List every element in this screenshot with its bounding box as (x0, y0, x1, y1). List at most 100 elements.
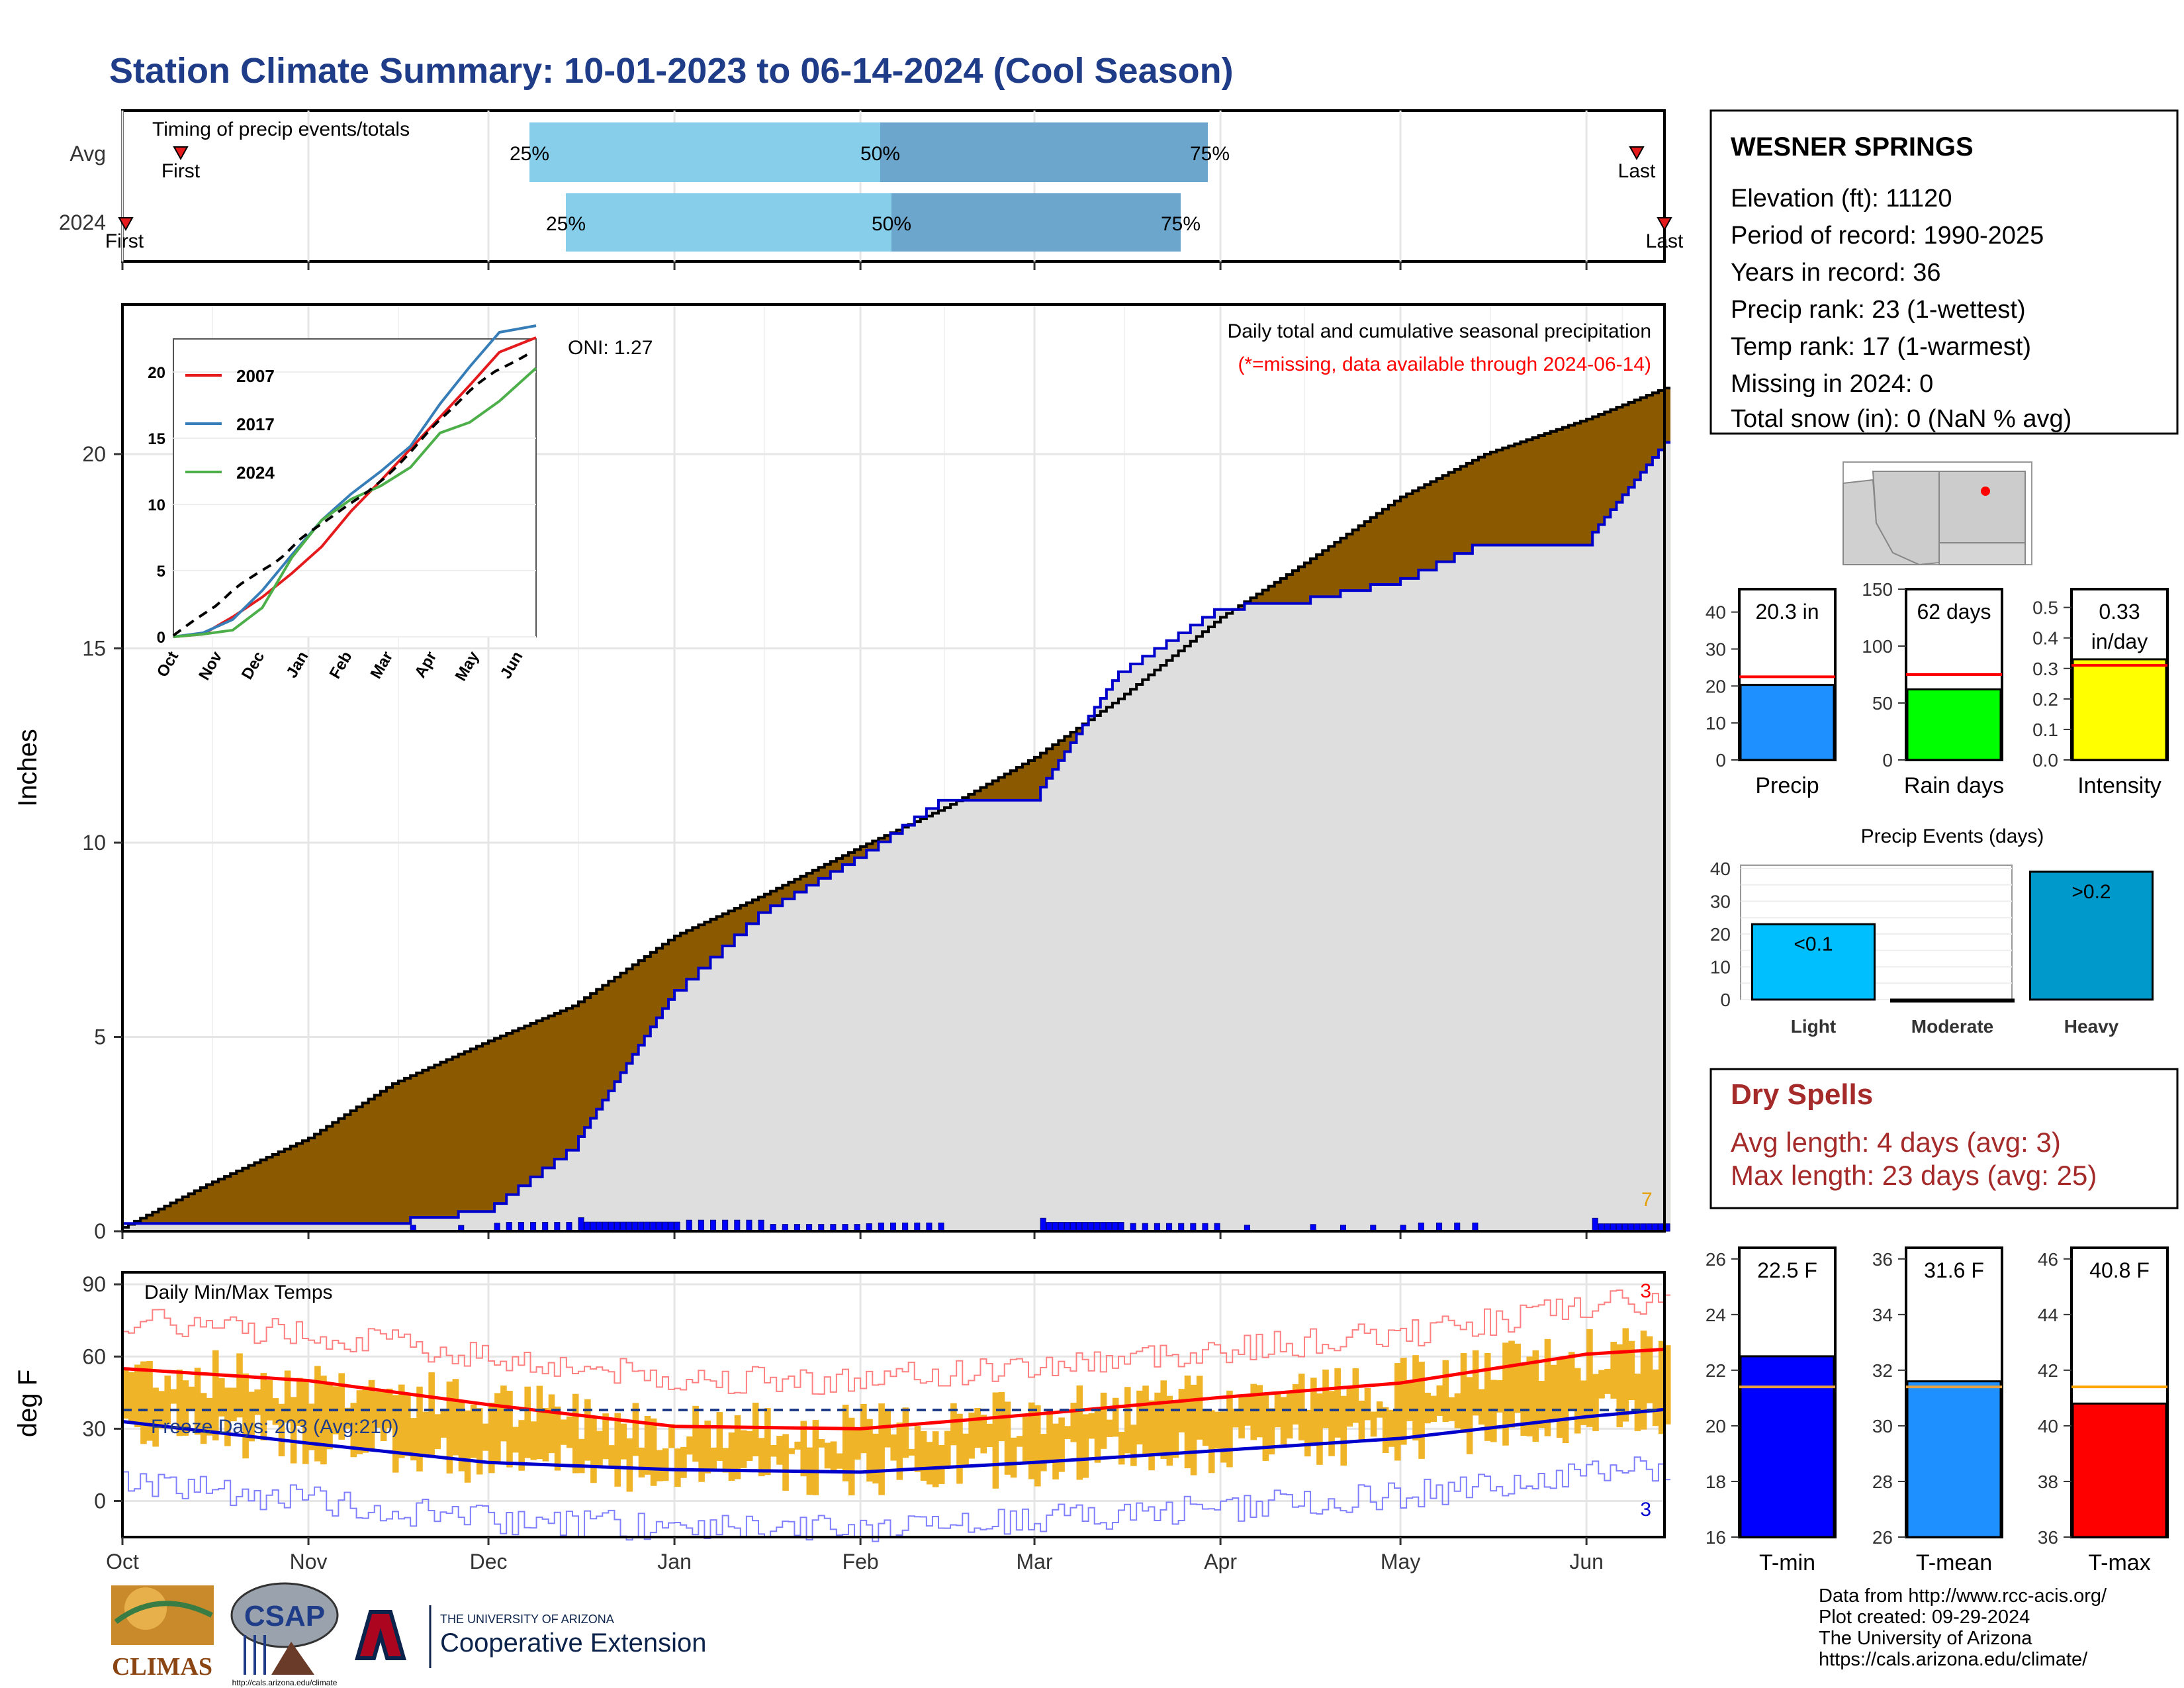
tmean-box-tick: 32 (1872, 1360, 1893, 1381)
daily-precip-bar (590, 1221, 596, 1232)
daily-temp-bar (632, 1403, 639, 1456)
tmax-box-label: T-max (2088, 1550, 2150, 1575)
daily-temp-bar (848, 1417, 855, 1495)
daily-temp-bar (350, 1403, 357, 1458)
footer-line-3: The University of Arizona (1819, 1628, 2032, 1649)
daily-temp-bar (1010, 1437, 1017, 1478)
record-max-line (122, 1289, 1671, 1395)
rain-days-box: 0 50 100 150 62 days Rain days (1862, 579, 2004, 798)
daily-temp-bar (1628, 1340, 1635, 1401)
daily-temp-bar (1466, 1377, 1473, 1454)
daily-temp-bar (1004, 1401, 1011, 1475)
daily-temp-bar (368, 1380, 375, 1450)
daily-temp-bar (164, 1376, 171, 1425)
daily-temp-bar (1460, 1353, 1467, 1433)
precip-ytick: 10 (82, 831, 106, 855)
daily-temp-bar (1418, 1362, 1425, 1459)
daily-temp-bar (1658, 1340, 1665, 1434)
y2024-p25: 25% (546, 213, 586, 235)
daily-temp-bar (188, 1386, 195, 1411)
daily-temp-bar (920, 1431, 927, 1481)
dry-spells-avg: Avg length: 4 days (avg: 3) (1731, 1127, 2061, 1158)
daily-temp-bar (1322, 1369, 1329, 1429)
daily-temp-bar (272, 1398, 279, 1425)
daily-temp-bar (1526, 1356, 1533, 1436)
precip-ylabel: Inches (13, 729, 42, 807)
daily-temp-bar (668, 1424, 675, 1448)
daily-precip-bar (662, 1221, 668, 1232)
daily-temp-bar (1520, 1364, 1527, 1436)
inset-ytick: 0 (157, 629, 165, 647)
tmean-box-value-bar (1906, 1380, 2002, 1538)
x-tick-nov: Nov (290, 1550, 328, 1573)
daily-temp-bar (710, 1447, 717, 1471)
daily-temp-bar (1232, 1408, 1239, 1428)
daily-temp-bar (1562, 1358, 1569, 1444)
daily-precip-bar (529, 1222, 537, 1232)
daily-temp-bar (1616, 1344, 1623, 1428)
station-line-2: Period of record: 1990-2025 (1731, 222, 2044, 250)
precip-count: 7 (1641, 1189, 1653, 1211)
precip-total-box-value-text: 20.3 in (1755, 600, 1819, 624)
temp-label: Daily Min/Max Temps (144, 1282, 333, 1303)
daily-temp-bar (470, 1404, 477, 1458)
tmax-box-tick: 46 (2038, 1249, 2058, 1270)
inset-ytick: 5 (157, 563, 165, 581)
avg-early-band (529, 122, 880, 182)
page-title: Station Climate Summary: 10-01-2023 to 0… (109, 51, 1234, 91)
daily-temp-bar (1436, 1385, 1443, 1416)
daily-temp-bar (1580, 1380, 1587, 1425)
inset-ytick: 10 (148, 496, 165, 514)
intensity-box-value-text: 0.33 (2099, 600, 2140, 624)
daily-temp-bar (1058, 1417, 1065, 1472)
daily-temp-bar (608, 1445, 615, 1468)
daily-temp-bar (1298, 1374, 1305, 1440)
daily-temp-bar (392, 1395, 399, 1473)
x-tick-may: May (1381, 1550, 1420, 1573)
location-map (1843, 461, 2032, 566)
avg-cumulative-line (122, 387, 1671, 1229)
daily-temp-bar (1358, 1400, 1365, 1441)
daily-precip-bar (506, 1222, 512, 1232)
daily-temp-bar (524, 1386, 531, 1458)
daily-temp-bar (560, 1419, 567, 1445)
station-name: WESNER SPRINGS (1731, 132, 1974, 162)
precip-ytick: 0 (94, 1219, 106, 1243)
daily-temp-bar (206, 1397, 213, 1436)
precip-subtitle: Daily total and cumulative seasonal prec… (1228, 320, 1651, 342)
daily-temp-bar (1310, 1378, 1317, 1445)
daily-temp-bar (428, 1372, 435, 1456)
x-tick-dec: Dec (470, 1550, 508, 1573)
daily-temp-bar (1046, 1410, 1053, 1461)
daily-temp-bar (1262, 1393, 1269, 1461)
temp-ytick: 60 (82, 1344, 106, 1368)
daily-temp-bar (422, 1411, 429, 1454)
daily-temp-bar (980, 1415, 987, 1454)
y2024-early-band (566, 193, 891, 252)
daily-temp-bar (854, 1428, 861, 1460)
temp-ytick: 30 (82, 1417, 106, 1440)
event-category-light: Light (1791, 1016, 1836, 1037)
avg-min-line (122, 1407, 1665, 1474)
daily-temp-bar (152, 1387, 159, 1447)
daily-temp-bar (1280, 1397, 1287, 1444)
daily-temp-bar (1112, 1397, 1119, 1437)
daily-temp-bar (800, 1421, 807, 1477)
daily-temp-bar (176, 1369, 183, 1436)
daily-temp-bar (1184, 1376, 1191, 1469)
daily-temp-bar (1052, 1423, 1059, 1479)
tmin-box-value-bar (1739, 1355, 1835, 1538)
rain-days-box-tick: 50 (1872, 693, 1893, 714)
daily-temp-bar (1586, 1329, 1593, 1427)
daily-temp-bar (260, 1373, 267, 1441)
daily-temp-bar (1124, 1387, 1131, 1454)
ua-logo: THE UNIVERSITY OF ARIZONA Cooperative Ex… (355, 1605, 706, 1668)
daily-temp-bar (1106, 1419, 1113, 1437)
daily-temp-bar (794, 1441, 801, 1450)
daily-temp-bar (1412, 1355, 1419, 1441)
daily-temp-bar (440, 1408, 447, 1438)
precip-total-box-tick: 0 (1715, 750, 1726, 771)
daily-precip-bar (1112, 1222, 1118, 1232)
daily-temp-bar (1574, 1368, 1581, 1434)
rain-days-box-tick: 150 (1862, 579, 1893, 600)
